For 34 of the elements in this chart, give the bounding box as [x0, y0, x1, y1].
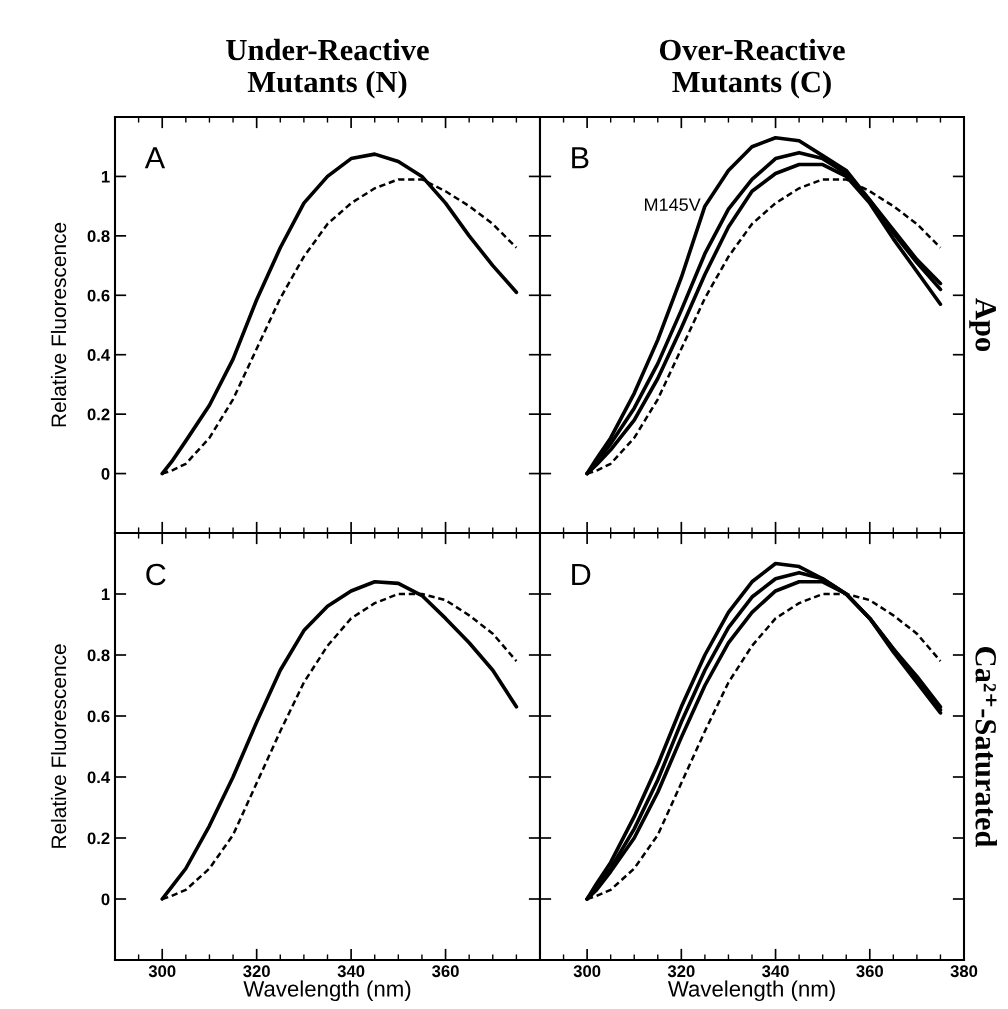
x-tick-label: 300	[573, 965, 601, 978]
x-tick-label: 340	[337, 965, 365, 978]
y-tick-label: 0.6	[87, 289, 110, 302]
annotation: B	[572, 147, 589, 169]
y-axis-title: Relative Fluorescence	[50, 644, 67, 848]
y-tick-label: 0.8	[87, 230, 110, 243]
y-tick-label: 0.8	[87, 649, 110, 662]
annotation: D	[572, 564, 591, 586]
y-tick-label: 0.6	[87, 710, 110, 723]
x-tick-label: 360	[432, 965, 459, 978]
x-tick-label: 300	[148, 965, 176, 978]
x-tick-label: 320	[243, 965, 270, 978]
x-axis-title: Wavelength (nm)	[243, 980, 411, 1002]
x-tick-label: 340	[762, 965, 789, 978]
annotation: C	[146, 563, 166, 586]
y-tick-label: 0	[101, 467, 110, 480]
y-tick-label: 0.4	[87, 771, 111, 784]
x-tick-label: 380	[950, 965, 978, 978]
annotation: M145V	[645, 198, 701, 211]
x-axis-title: Wavelength (nm)	[667, 980, 835, 1002]
x-tick-label: 360	[856, 965, 883, 978]
y-tick-label: 0.2	[87, 832, 110, 845]
y2-axis-title: Ca²⁺-Saturated	[975, 647, 997, 848]
y-tick-label: 0	[101, 893, 110, 906]
annotation: A	[144, 147, 166, 169]
y-tick-label: 0.4	[87, 349, 111, 361]
chart-title: Over-Reactive Mutants (C)	[659, 38, 845, 99]
y-tick-label: 0.2	[87, 408, 110, 421]
chart-title: Under-Reactive Mutants (N)	[226, 38, 429, 99]
y-tick-label: 1	[101, 171, 110, 183]
y-tick-label: 1	[101, 588, 110, 601]
x-tick-label: 320	[667, 965, 695, 978]
y-axis-title: Relative Fluorescence	[50, 222, 67, 427]
y2-axis-title: Apo	[969, 298, 996, 351]
